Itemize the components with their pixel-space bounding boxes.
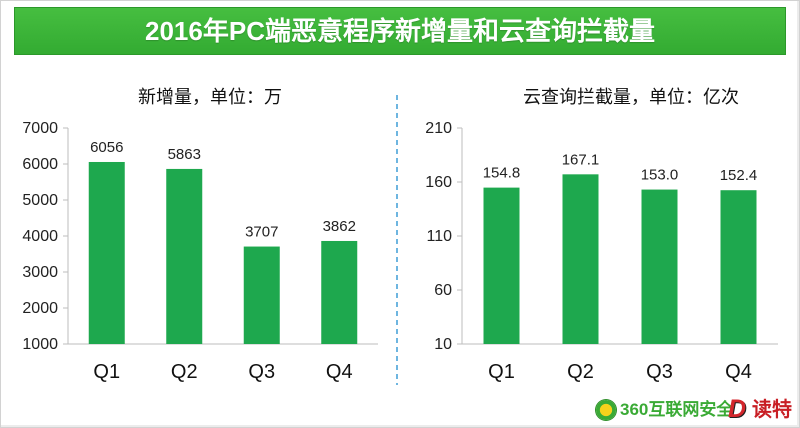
bar-q2 [562, 174, 599, 344]
y-tick-label: 3000 [22, 264, 58, 281]
logo-text: 360互联网安全 [620, 400, 734, 419]
y-tick-label: 2000 [22, 300, 58, 317]
x-tick-label: Q4 [725, 361, 752, 383]
y-tick-label: 60 [434, 282, 452, 299]
y-tick-label: 4000 [22, 228, 58, 245]
y-tick-label: 6000 [22, 156, 58, 173]
x-tick-label: Q1 [93, 361, 120, 383]
360-shield-icon [596, 400, 616, 420]
y-tick-label: 5000 [22, 192, 58, 209]
data-label: 154.8 [483, 165, 521, 182]
bar-q1 [88, 161, 125, 344]
data-label: 3862 [323, 218, 356, 235]
y-tick-label: 7000 [22, 120, 58, 137]
x-tick-label: Q4 [326, 361, 353, 383]
x-tick-label: Q1 [488, 361, 515, 383]
x-tick-label: Q3 [646, 361, 673, 383]
watermark-mark: D [728, 395, 747, 423]
watermark-text: 读特 [752, 399, 792, 421]
y-tick-label: 110 [426, 228, 452, 245]
page-title: 2016年PC端恶意程序新增量和云查询拦截量 [14, 7, 786, 55]
x-tick-label: Q2 [567, 361, 594, 383]
chart-title-new-malware: 新增量，单位：万 [138, 87, 282, 107]
bar-q2 [166, 168, 203, 344]
bar-q1 [483, 187, 520, 344]
x-tick-label: Q3 [248, 361, 275, 383]
data-label: 3707 [245, 224, 278, 241]
data-label: 153.0 [641, 167, 679, 184]
chart-title-cloud-intercept: 云查询拦截量，单位：亿次 [523, 87, 739, 107]
data-label: 152.4 [720, 167, 758, 184]
bar-q3 [641, 189, 678, 344]
data-label: 6056 [90, 139, 123, 156]
chart-new-malware: 1000 2000 3000 4000 5000 6000 7000 6056 Q1 5863 Q2… [22, 120, 378, 383]
bar-q4 [720, 190, 757, 344]
y-tick-label: 1000 [22, 336, 58, 353]
bar-q3 [243, 246, 280, 344]
y-tick-label: 10 [434, 336, 452, 353]
bar-q4 [321, 240, 358, 344]
y-tick-label: 210 [425, 120, 452, 137]
data-label: 5863 [168, 146, 201, 163]
chart-cloud-intercept: 10 60 110 160 210 154.8 Q1 167.1 Q2 153.0 Q3 152.4 Q… [425, 120, 778, 383]
x-tick-label: Q2 [171, 361, 198, 383]
data-label: 167.1 [562, 151, 600, 168]
y-tick-label: 160 [425, 174, 452, 191]
